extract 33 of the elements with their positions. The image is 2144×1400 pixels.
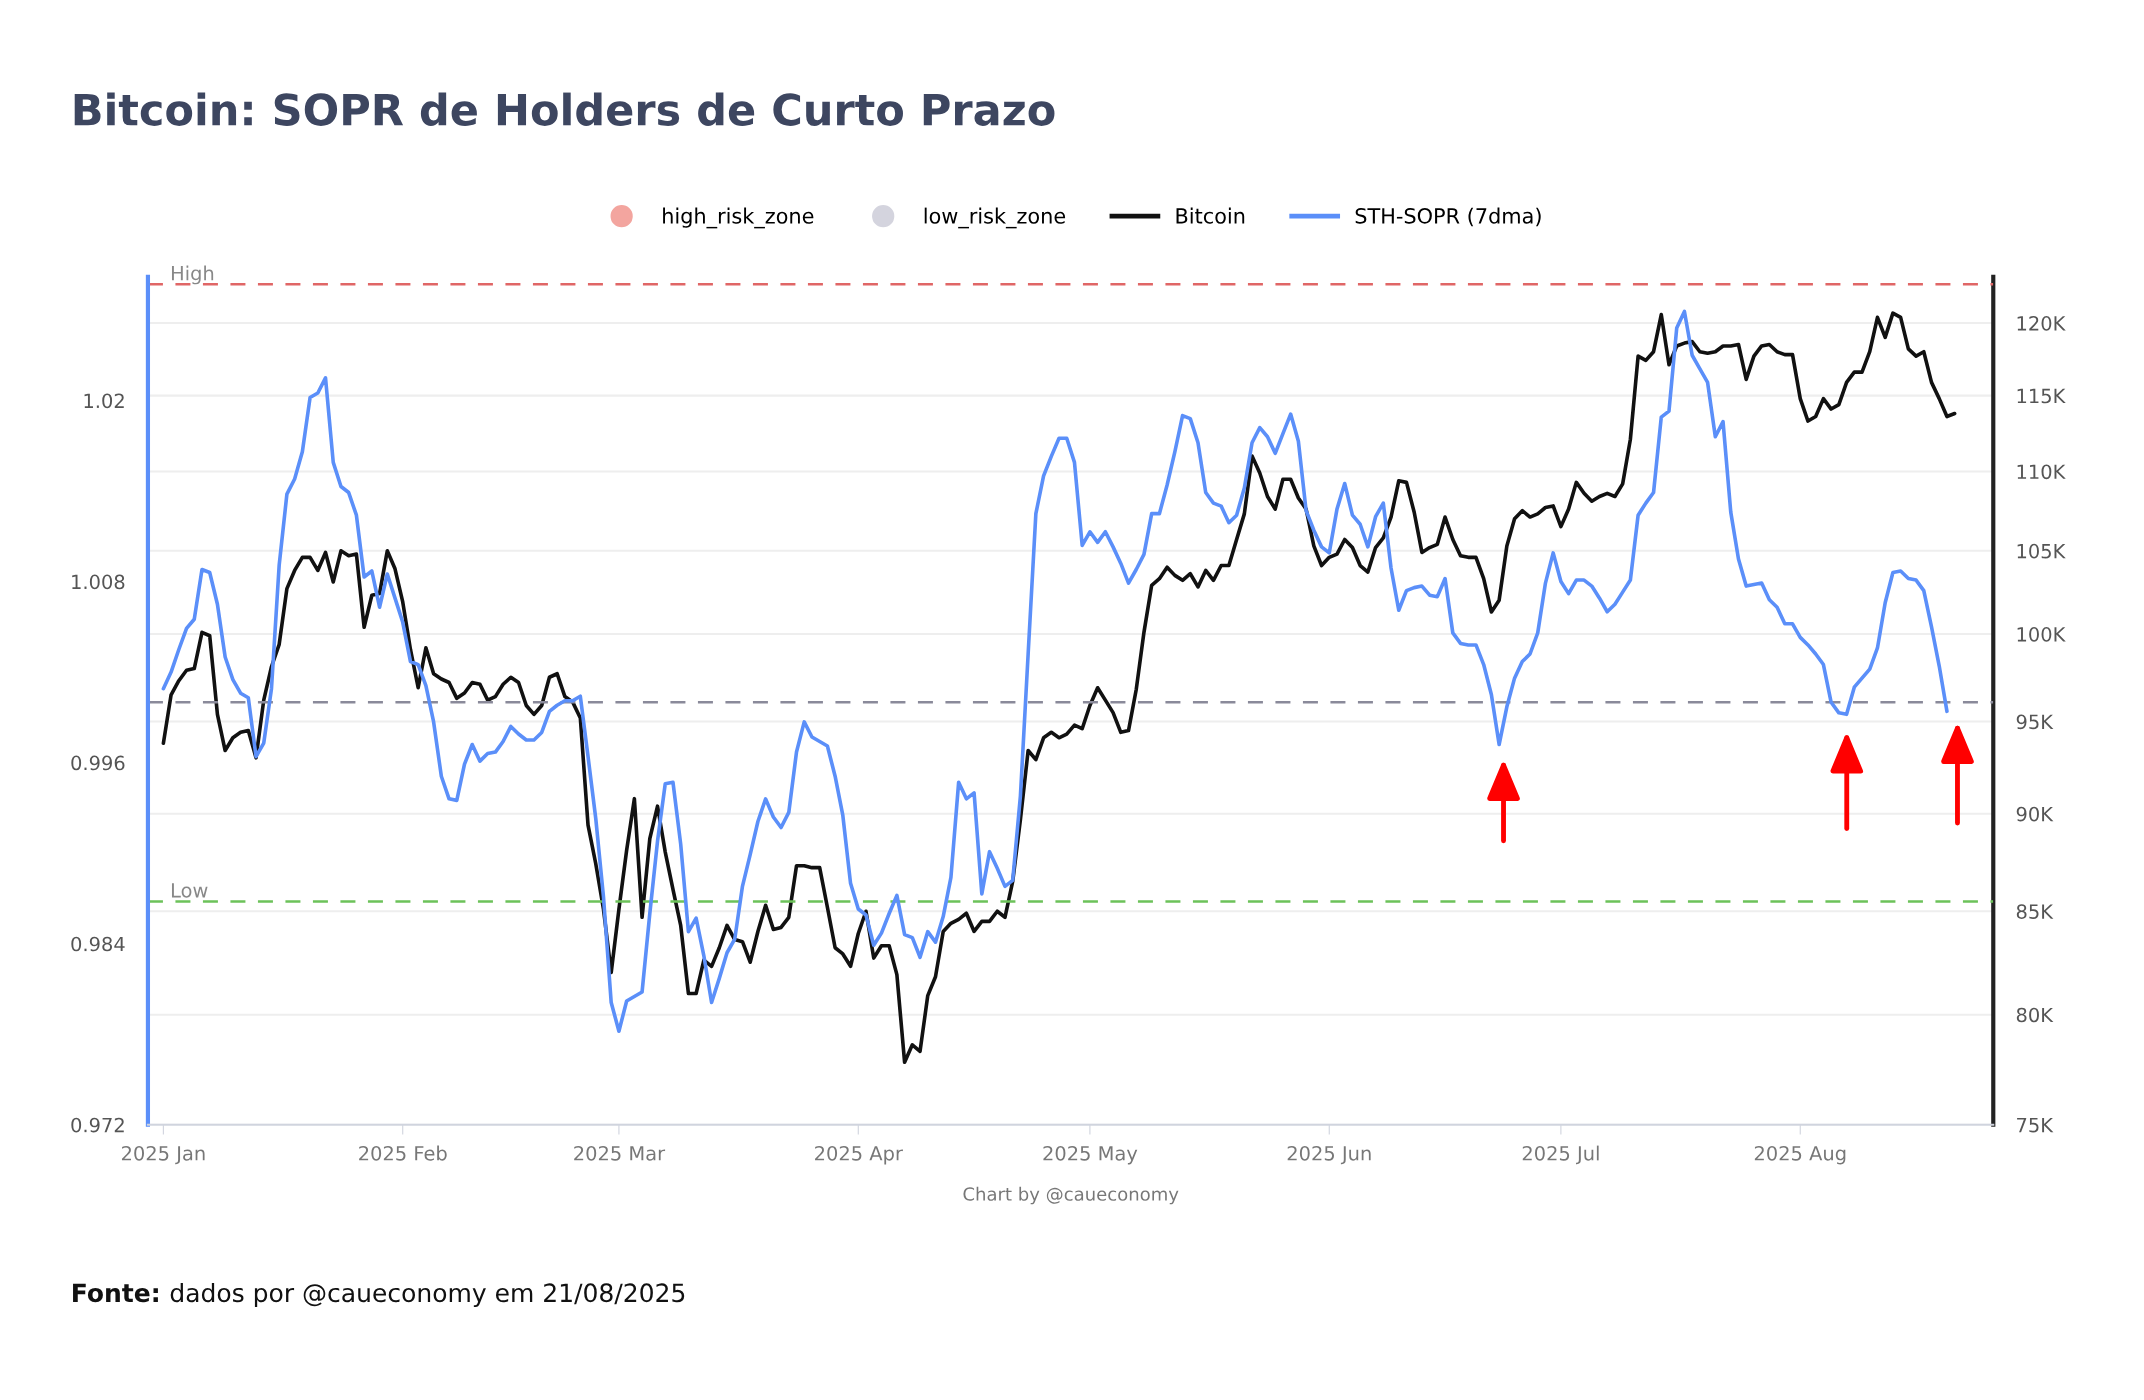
- x-tick-label: 2025 Mar: [574, 1145, 666, 1161]
- y-tick-label: 0.972: [71, 1117, 124, 1133]
- legend-label: low_risk_zone: [924, 207, 1066, 229]
- text: Chart by @caueconomy: [963, 1186, 1179, 1205]
- y-tick-label: 0.996: [71, 755, 125, 771]
- ref-line-label: Low: [171, 883, 208, 898]
- x-tick-label: 2025 Apr: [815, 1145, 903, 1165]
- text: dados por @caueconomy em 21/08/2025: [170, 1282, 685, 1308]
- x-tick-label: 2025 Jul: [1522, 1145, 1599, 1165]
- y-tick-label: 1.02: [84, 393, 124, 409]
- y2-tick-label: 100K: [2017, 627, 2066, 642]
- x-tick-label: 2025 May: [1043, 1145, 1138, 1165]
- chart-title: Bitcoin: SOPR de Holders de Curto Prazo: [74, 92, 1055, 126]
- x-tick-label: 2025 Jan: [121, 1145, 205, 1165]
- y2-tick-label: 110K: [2017, 464, 2066, 480]
- x-tick-label: 2025 Feb: [359, 1145, 447, 1161]
- legend-label: Bitcoin: [1176, 207, 1245, 224]
- y2-tick-label: 90K: [2016, 806, 2054, 822]
- y2-tick-label: 95K: [2016, 714, 2054, 730]
- y2-tick-label: 85K: [2016, 904, 2054, 919]
- legend-label: high_risk_zone: [663, 207, 814, 229]
- y2-tick-label: 105K: [2017, 543, 2066, 559]
- y2-tick-label: 120K: [2017, 316, 2066, 331]
- y2-tick-label: 115K: [2017, 388, 2066, 404]
- y-tick-label: 1.008: [72, 574, 125, 590]
- y2-tick-label: 80K: [2016, 1007, 2054, 1023]
- x-tick-label: 2025 Jun: [1287, 1145, 1371, 1165]
- y-tick-label: 0.984: [71, 936, 125, 952]
- x-tick-label: 2025 Aug: [1754, 1145, 1846, 1165]
- legend-label: STH-SOPR (7dma): [1355, 207, 1541, 227]
- y2-tick-label: 75K: [2017, 1117, 2054, 1133]
- source-note: Fonte:: [73, 1283, 158, 1303]
- ref-line-label: High: [171, 265, 214, 285]
